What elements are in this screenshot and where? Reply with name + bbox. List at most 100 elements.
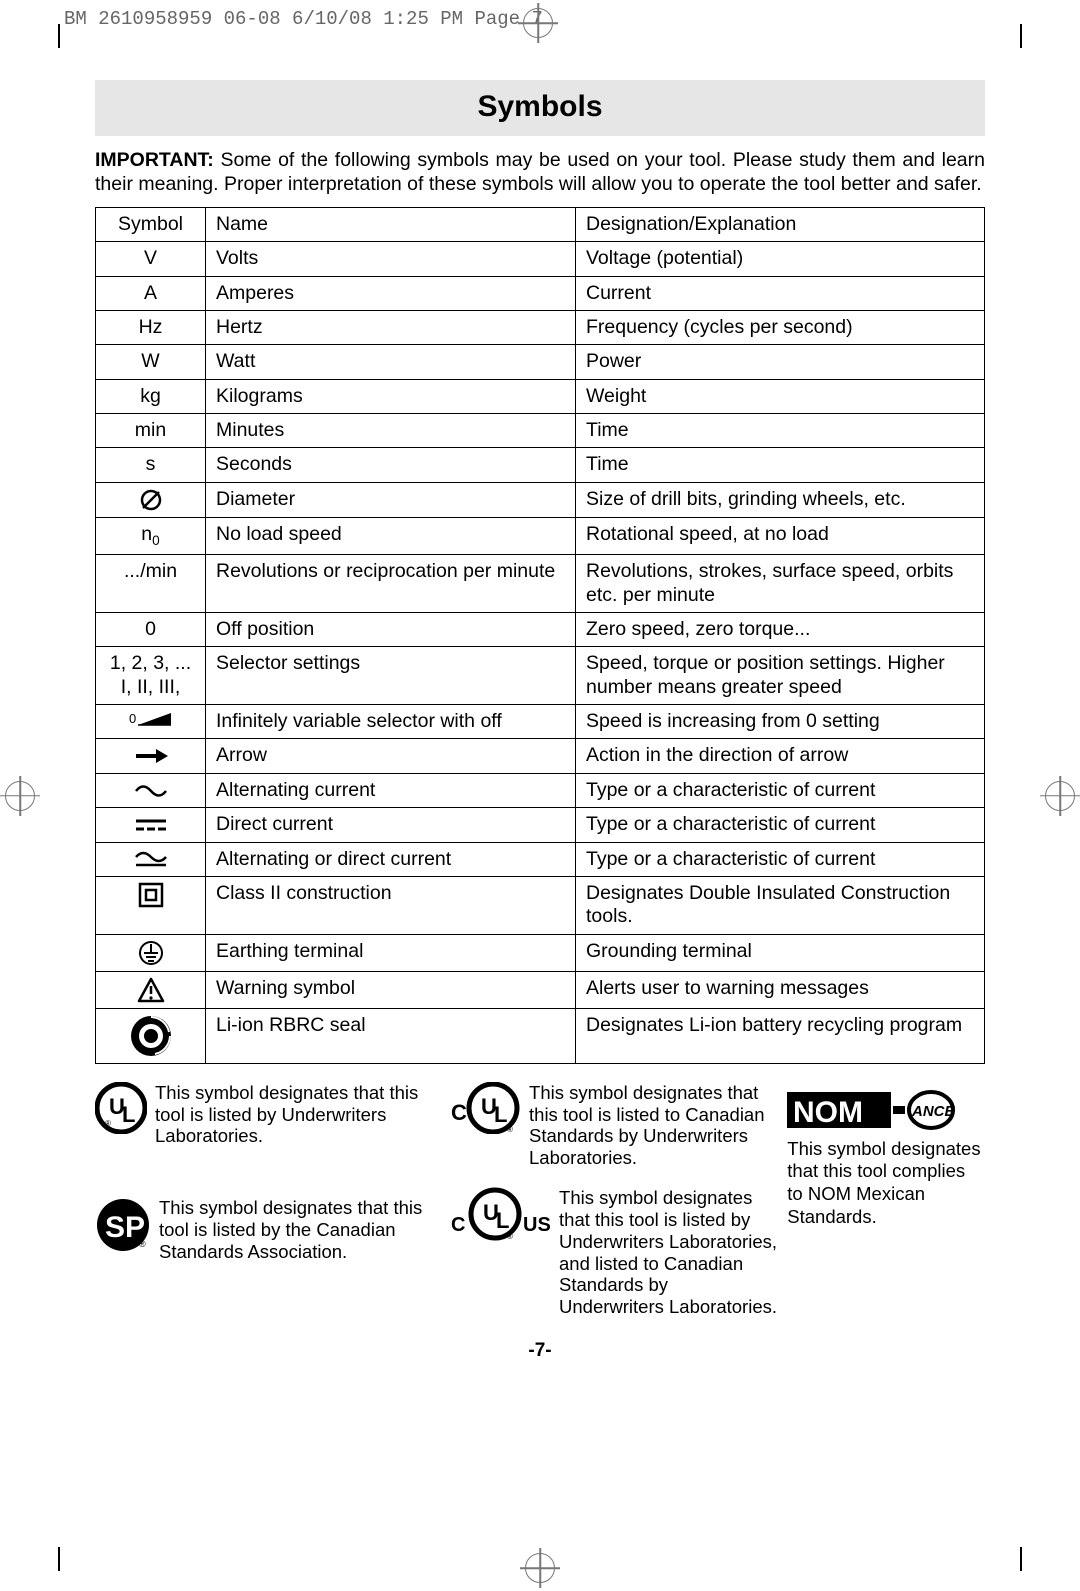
rbrc-icon xyxy=(129,1014,173,1058)
desc-cell: Speed is increasing from 0 setting xyxy=(576,705,985,739)
name-cell: Off position xyxy=(206,612,576,646)
table-row: .../minRevolutions or reciprocation per … xyxy=(96,555,985,613)
name-cell: Arrow xyxy=(206,739,576,773)
desc-cell: Weight xyxy=(576,379,985,413)
table-row: Alternating or direct currentType or a c… xyxy=(96,842,985,876)
symbol-cell xyxy=(96,842,206,876)
svg-text:L: L xyxy=(122,1102,135,1127)
header-name: Name xyxy=(206,207,576,241)
svg-text:®: ® xyxy=(139,1239,146,1249)
table-row: WWattPower xyxy=(96,345,985,379)
name-cell: Infinitely variable selector with off xyxy=(206,705,576,739)
table-row: Direct currentType or a characteristic o… xyxy=(96,808,985,842)
svg-text:NOM: NOM xyxy=(793,1096,863,1129)
cert-culus-text: This symbol designates that this tool is… xyxy=(559,1187,777,1318)
desc-cell: Grounding terminal xyxy=(576,934,985,971)
table-row: 0Off positionZero speed, zero torque... xyxy=(96,612,985,646)
symbol-cell: kg xyxy=(96,379,206,413)
intro-paragraph: IMPORTANT: Some of the following symbols… xyxy=(95,148,985,197)
desc-cell: Power xyxy=(576,345,985,379)
table-row: n0No load speedRotational speed, at no l… xyxy=(96,517,985,554)
symbol-cell: Hz xyxy=(96,310,206,344)
desc-cell: Voltage (potential) xyxy=(576,242,985,276)
symbol-cell: 0 xyxy=(96,612,206,646)
symbol-cell: s xyxy=(96,448,206,482)
cert-cul: C U L ® This symbol designates that this… xyxy=(451,1082,777,1169)
svg-text:®: ® xyxy=(507,1232,513,1241)
registration-mark-right xyxy=(1045,781,1075,811)
symbol-cell: min xyxy=(96,414,206,448)
name-cell: Revolutions or reciprocation per minute xyxy=(206,555,576,613)
registration-mark-left xyxy=(5,781,35,811)
table-header-row: Symbol Name Designation/Explanation xyxy=(96,207,985,241)
name-cell: Warning symbol xyxy=(206,971,576,1008)
desc-cell: Designates Double Insulated Construction… xyxy=(576,877,985,935)
desc-cell: Time xyxy=(576,414,985,448)
name-cell: Li-ion RBRC seal xyxy=(206,1008,576,1063)
cul-icon: C U L ® xyxy=(451,1082,521,1134)
desc-cell: Designates Li-ion battery recycling prog… xyxy=(576,1008,985,1063)
acdc-icon xyxy=(134,850,168,870)
desc-cell: Zero speed, zero torque... xyxy=(576,612,985,646)
table-row: ArrowAction in the direction of arrow xyxy=(96,739,985,773)
desc-cell: Frequency (cycles per second) xyxy=(576,310,985,344)
table-row: Li-ion RBRC sealDesignates Li-ion batter… xyxy=(96,1008,985,1063)
cert-csa: SP ® This symbol designates that this to… xyxy=(95,1197,441,1262)
name-cell: Class II construction xyxy=(206,877,576,935)
name-cell: Minutes xyxy=(206,414,576,448)
earth-icon xyxy=(138,940,164,966)
svg-text:C: C xyxy=(451,1214,465,1236)
svg-text:0: 0 xyxy=(129,711,136,726)
table-row: Warning symbolAlerts user to warning mes… xyxy=(96,971,985,1008)
svg-text:®: ® xyxy=(105,1119,111,1128)
desc-cell: Current xyxy=(576,276,985,310)
desc-cell: Type or a characteristic of current xyxy=(576,773,985,807)
symbol-cell xyxy=(96,739,206,773)
culus-icon: C U L ® US xyxy=(451,1187,551,1241)
symbol-cell xyxy=(96,877,206,935)
desc-cell: Alerts user to warning messages xyxy=(576,971,985,1008)
cert-ul-text: This symbol designates that this tool is… xyxy=(155,1082,441,1147)
desc-cell: Revolutions, strokes, surface speed, orb… xyxy=(576,555,985,613)
desc-cell: Time xyxy=(576,448,985,482)
diameter-icon xyxy=(139,488,163,512)
name-cell: Amperes xyxy=(206,276,576,310)
name-cell: Volts xyxy=(206,242,576,276)
name-cell: Seconds xyxy=(206,448,576,482)
table-row: sSecondsTime xyxy=(96,448,985,482)
name-cell: Direct current xyxy=(206,808,576,842)
symbols-table: Symbol Name Designation/Explanation VVol… xyxy=(95,207,985,1064)
name-cell: Diameter xyxy=(206,482,576,517)
table-row: minMinutesTime xyxy=(96,414,985,448)
name-cell: Earthing terminal xyxy=(206,934,576,971)
symbol-cell: V xyxy=(96,242,206,276)
table-row: Earthing terminalGrounding terminal xyxy=(96,934,985,971)
symbol-cell xyxy=(96,808,206,842)
table-row: Alternating currentType or a characteris… xyxy=(96,773,985,807)
csa-icon: SP ® xyxy=(95,1197,151,1253)
desc-cell: Action in the direction of arrow xyxy=(576,739,985,773)
desc-cell: Rotational speed, at no load xyxy=(576,517,985,554)
table-row: AAmperesCurrent xyxy=(96,276,985,310)
cert-ul: U L ® This symbol designates that this t… xyxy=(95,1082,441,1147)
name-cell: No load speed xyxy=(206,517,576,554)
intro-text: Some of the following symbols may be use… xyxy=(95,149,985,195)
symbol-cell: A xyxy=(96,276,206,310)
svg-text:®: ® xyxy=(507,1125,513,1134)
desc-cell: Type or a characteristic of current xyxy=(576,808,985,842)
page-title: Symbols xyxy=(95,80,985,136)
table-row: 0 Infinitely variable selector with offSp… xyxy=(96,705,985,739)
table-row: kgKilogramsWeight xyxy=(96,379,985,413)
ramp-icon: 0 xyxy=(129,711,173,733)
svg-text:C: C xyxy=(451,1100,467,1125)
name-cell: Alternating or direct current xyxy=(206,842,576,876)
svg-text:ANCE: ANCE xyxy=(911,1103,955,1120)
name-cell: Watt xyxy=(206,345,576,379)
name-cell: Kilograms xyxy=(206,379,576,413)
symbol-cell xyxy=(96,1008,206,1063)
header-desc: Designation/Explanation xyxy=(576,207,985,241)
ac-icon xyxy=(134,782,168,800)
symbol-cell xyxy=(96,482,206,517)
cert-culus: C U L ® US This symbol designates that t… xyxy=(451,1187,777,1318)
table-row: HzHertzFrequency (cycles per second) xyxy=(96,310,985,344)
